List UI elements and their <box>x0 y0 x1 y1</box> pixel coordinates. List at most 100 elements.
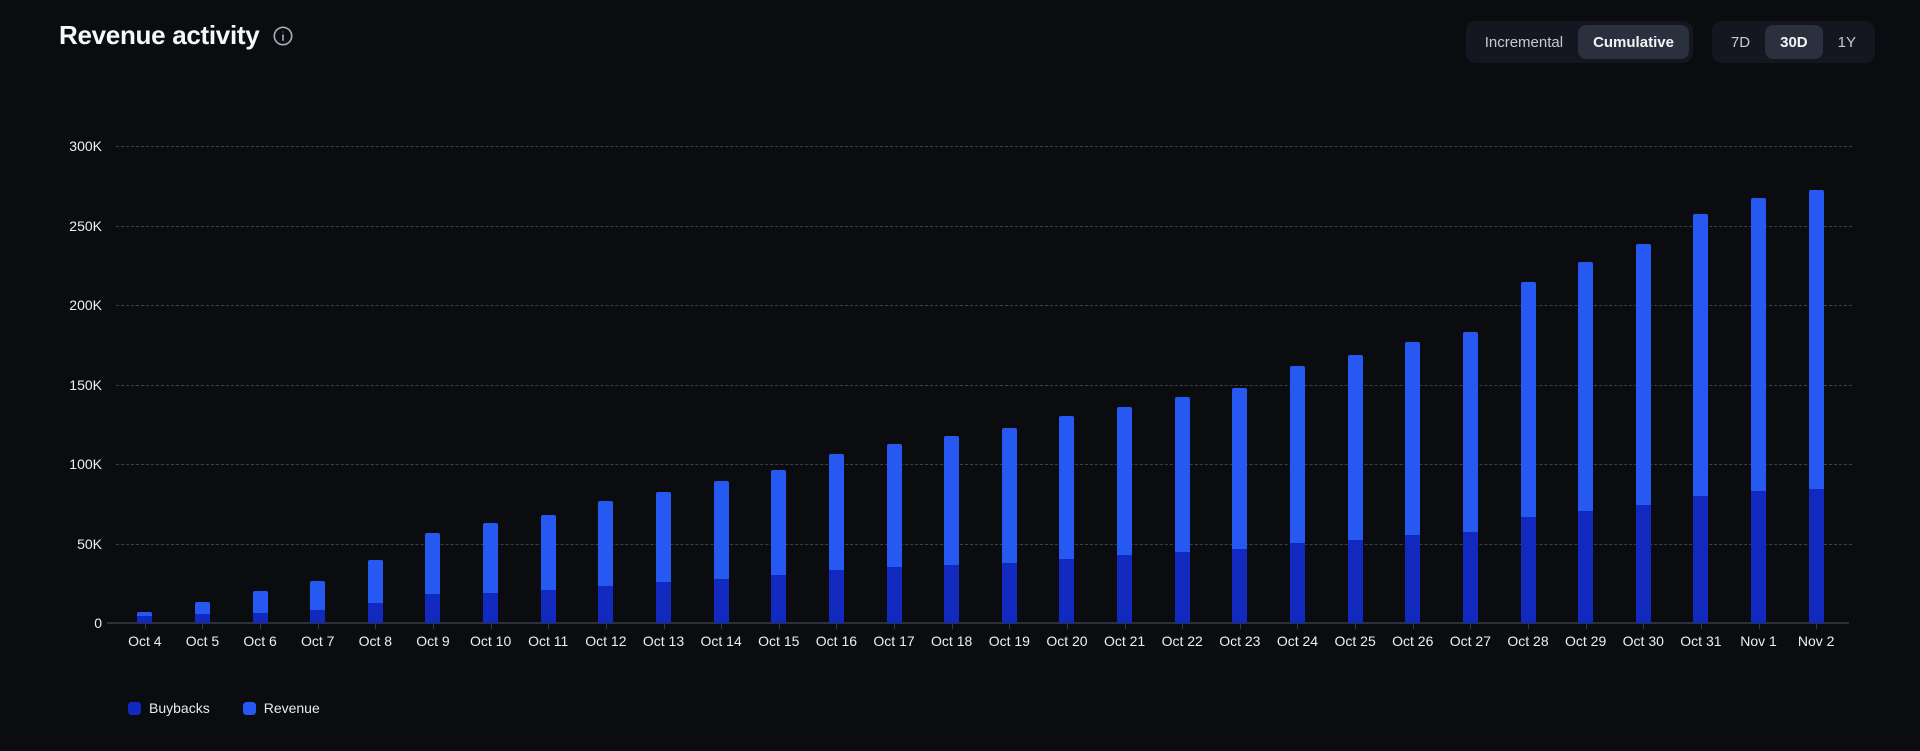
legend-swatch <box>128 701 141 715</box>
x-tick-label: Oct 19 <box>988 633 1030 649</box>
bar-segment-revenue[interactable] <box>1635 243 1651 506</box>
bar-segment-revenue[interactable] <box>828 453 844 570</box>
y-tick-label: 0 <box>94 615 102 631</box>
bar-segment-revenue[interactable] <box>1289 366 1305 543</box>
bar-segment-revenue[interactable] <box>1578 262 1594 511</box>
legend-label: Buybacks <box>149 700 210 716</box>
legend-item-buybacks[interactable]: Buybacks <box>128 700 210 716</box>
bar-segment-revenue[interactable] <box>1174 397 1190 553</box>
gridline <box>116 225 1852 227</box>
bar-segment-revenue[interactable] <box>1751 198 1767 492</box>
bar-segment-buybacks[interactable] <box>1578 510 1594 623</box>
bar-segment-revenue[interactable] <box>194 602 210 615</box>
x-axis-tick <box>951 624 953 629</box>
bar-segment-buybacks[interactable] <box>1174 552 1190 623</box>
bar-segment-revenue[interactable] <box>1693 213 1709 496</box>
x-axis-tick <box>663 624 665 629</box>
legend-swatch <box>242 701 256 715</box>
bar-segment-buybacks[interactable] <box>828 569 844 623</box>
bar-segment-buybacks[interactable] <box>598 585 614 623</box>
bar-segment-buybacks[interactable] <box>656 582 672 623</box>
bar-segment-revenue[interactable] <box>1059 416 1075 559</box>
bar-segment-buybacks[interactable] <box>367 603 383 623</box>
toggle-option-incremental[interactable]: Incremental <box>1484 33 1564 51</box>
bar-segment-revenue[interactable] <box>713 480 729 580</box>
x-axis-tick <box>1470 624 1472 629</box>
bar-segment-revenue[interactable] <box>771 470 787 576</box>
bar-segment-revenue[interactable] <box>1520 281 1536 518</box>
bar-segment-revenue[interactable] <box>137 611 153 616</box>
x-tick-label: Oct 15 <box>758 633 800 649</box>
bar-segment-revenue[interactable] <box>1347 355 1363 540</box>
x-tick-label: Oct 30 <box>1622 633 1664 649</box>
page-title: Revenue activity <box>59 20 260 50</box>
bar-segment-buybacks[interactable] <box>944 564 960 623</box>
bar-segment-revenue[interactable] <box>367 560 383 604</box>
bar-segment-revenue[interactable] <box>425 533 441 595</box>
bar-segment-revenue[interactable] <box>1405 342 1421 535</box>
bar-segment-buybacks[interactable] <box>425 594 441 623</box>
legend-item-revenue[interactable]: Revenue <box>242 700 320 716</box>
bar-segment-buybacks[interactable] <box>1751 491 1767 623</box>
bar-segment-buybacks[interactable] <box>1405 534 1421 623</box>
bar-segment-buybacks[interactable] <box>1808 488 1824 623</box>
y-tick-label: 250K <box>69 217 102 234</box>
x-tick-label: Oct 11 <box>528 633 569 649</box>
x-axis-tick <box>605 624 607 629</box>
toggle-option-7d[interactable]: 7D <box>1730 33 1751 51</box>
bar-segment-buybacks[interactable] <box>1232 549 1248 623</box>
bar-segment-buybacks[interactable] <box>1347 539 1363 623</box>
bar-segment-revenue[interactable] <box>598 501 614 586</box>
bar-segment-revenue[interactable] <box>252 591 268 613</box>
bar-segment-buybacks[interactable] <box>713 579 729 623</box>
x-axis-tick <box>778 624 780 629</box>
bar-segment-revenue[interactable] <box>1808 189 1824 489</box>
x-tick-label: Oct 29 <box>1565 633 1607 649</box>
bar-segment-buybacks[interactable] <box>1462 532 1478 623</box>
bar-segment-buybacks[interactable] <box>771 575 787 623</box>
toggle-option-1y[interactable]: 1Y <box>1837 33 1856 51</box>
x-tick-label: Oct 31 <box>1680 633 1722 649</box>
bar-segment-revenue[interactable] <box>310 580 326 611</box>
y-tick-label: 150K <box>69 376 102 393</box>
bar-segment-revenue[interactable] <box>886 444 902 568</box>
info-icon[interactable] <box>272 25 294 47</box>
x-tick-label: Oct 21 <box>1103 633 1146 649</box>
legend-label: Revenue <box>263 700 320 716</box>
bar-segment-buybacks[interactable] <box>310 610 326 623</box>
bar-segment-buybacks[interactable] <box>1117 555 1133 623</box>
bar-segment-revenue[interactable] <box>483 522 499 593</box>
x-tick-label: Oct 16 <box>815 633 858 649</box>
x-tick-label: Oct 6 <box>243 633 277 649</box>
bar-segment-buybacks[interactable] <box>1693 495 1709 623</box>
bar-segment-buybacks[interactable] <box>1001 562 1017 623</box>
bar-segment-buybacks[interactable] <box>1289 542 1305 623</box>
bar-segment-buybacks[interactable] <box>1635 505 1651 623</box>
gridline <box>116 146 1852 147</box>
bar-segment-revenue[interactable] <box>1117 406 1133 556</box>
x-tick-label: Oct 26 <box>1392 633 1434 649</box>
bar-segment-buybacks[interactable] <box>1059 558 1075 623</box>
chart-legend: Buybacks Revenue <box>128 700 320 716</box>
bar-segment-buybacks[interactable] <box>194 614 210 623</box>
bar-segment-buybacks[interactable] <box>886 567 902 623</box>
bar-segment-buybacks[interactable] <box>137 615 153 623</box>
bar-segment-revenue[interactable] <box>1462 332 1478 533</box>
gridline <box>116 305 1852 306</box>
bar-segment-revenue[interactable] <box>540 514 556 590</box>
bar-segment-buybacks[interactable] <box>252 612 268 623</box>
bar-segment-buybacks[interactable] <box>483 592 499 623</box>
toggle-option-cumulative[interactable]: Cumulative <box>1578 25 1689 59</box>
bar-segment-revenue[interactable] <box>1001 428 1017 563</box>
bar-segment-revenue[interactable] <box>944 436 960 565</box>
range-toggle: 7D 30D 1Y <box>1711 21 1875 63</box>
x-tick-label: Oct 25 <box>1334 633 1376 649</box>
x-axis-tick <box>1758 624 1760 629</box>
bar-segment-buybacks[interactable] <box>540 589 556 623</box>
x-tick-label: Oct 7 <box>300 633 335 649</box>
bar-segment-revenue[interactable] <box>1232 388 1248 550</box>
bar-segment-revenue[interactable] <box>656 491 672 583</box>
bar-segment-buybacks[interactable] <box>1520 517 1536 623</box>
toggle-option-30d[interactable]: 30D <box>1765 25 1823 59</box>
x-tick-label: Oct 13 <box>642 633 685 649</box>
